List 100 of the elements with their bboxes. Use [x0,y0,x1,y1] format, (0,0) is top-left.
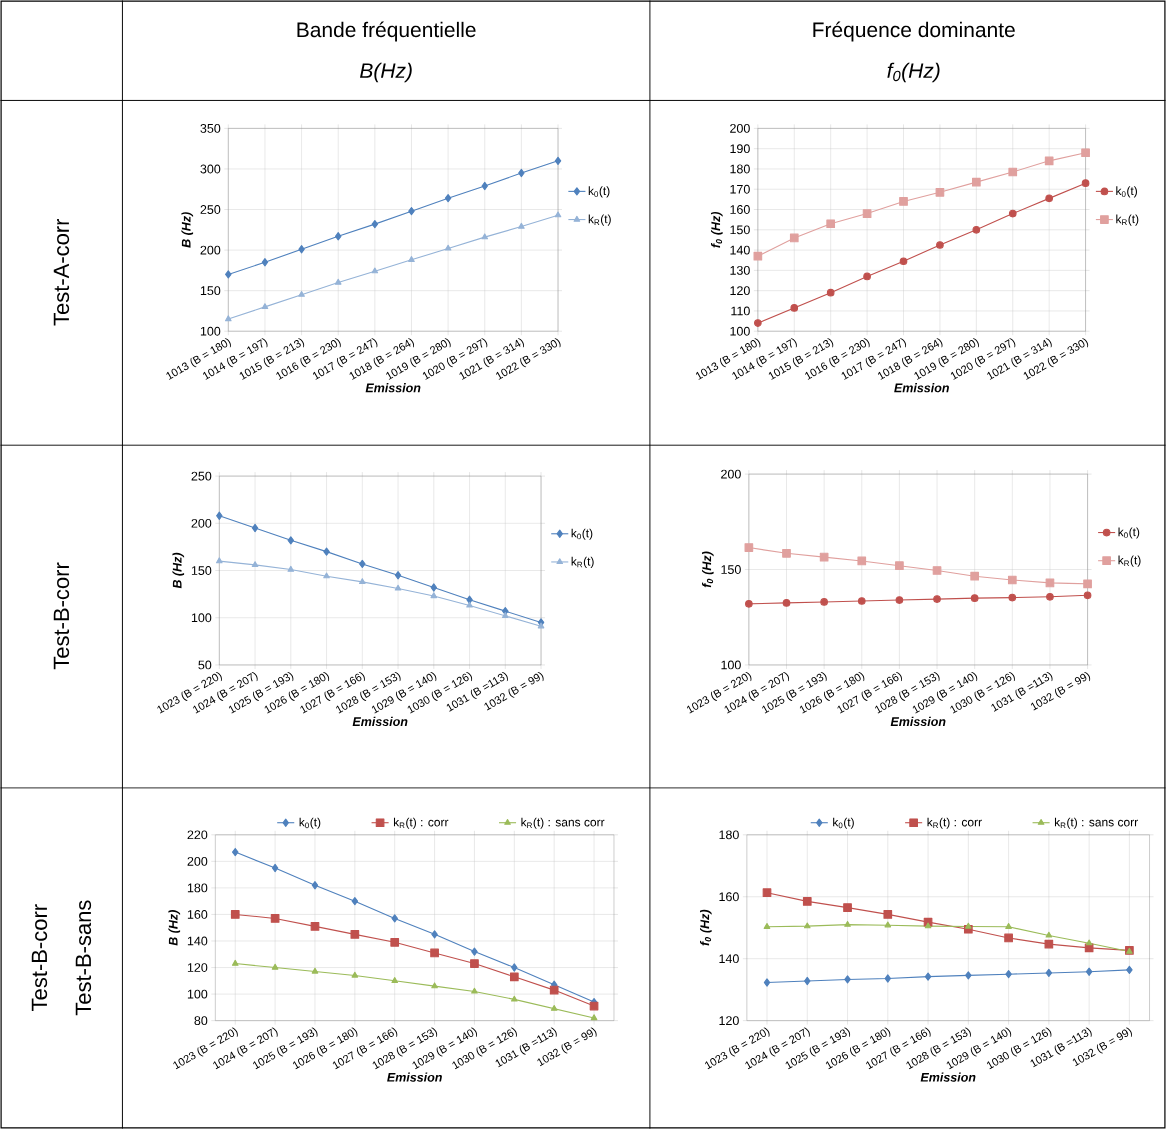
point [225,270,232,279]
point [311,881,319,890]
point [884,974,892,983]
point [298,245,305,254]
point [430,948,439,958]
point [216,511,223,520]
y-tick-label: 350 [200,123,221,133]
point [334,278,342,285]
point [590,1014,598,1021]
point [899,257,908,266]
point [232,847,239,857]
point [863,272,871,281]
y-tick-label: 200 [730,123,750,133]
text: Test-A-corr [53,218,70,326]
point [391,914,398,923]
point [251,523,259,533]
legend-label: k$_{R}$(t) [588,214,611,226]
point [804,976,811,986]
legend-label: k$_{R}$(t) : sans corr [521,817,605,829]
point [1126,965,1133,974]
point [444,244,452,251]
point [857,597,866,605]
x-axis-title: Emission [920,1072,976,1082]
point [1081,179,1090,187]
point [965,922,972,929]
legend-label: k$_{0}$(t) [571,528,593,540]
point [481,233,489,240]
legend-label: k$_{R}$(t) : corr [927,817,982,829]
point [820,598,828,606]
legend-label: k$_{0}$(t) [299,817,321,829]
point [1083,591,1092,600]
y-tick-label: 160 [187,910,208,919]
y-tick-label: 100 [187,989,208,999]
point [932,566,942,575]
point [511,995,518,1002]
point [287,536,295,545]
point [763,978,771,987]
point [298,290,305,297]
legend-label: k$_{R}$(t) : corr [393,817,449,829]
legend-label: k$_{0}$(t) [833,817,854,829]
point [509,972,519,982]
y-tick-label: 100 [200,326,221,336]
point [1085,939,1093,946]
chart-title: Fréquence dominante [813,21,1015,42]
point [1044,939,1054,949]
y-tick-label: 300 [200,164,221,174]
text: Test-B-corr [31,904,48,1011]
y-tick-label: 120 [730,286,750,296]
y-axis-title: f$_{0}$ (Hz) [701,551,714,588]
point [826,288,835,297]
y-tick-label: 180 [719,830,739,840]
point [899,197,908,206]
point [431,982,438,989]
point [470,959,479,968]
x-axis-title: Emission [352,716,408,727]
y-tick-label: 100 [191,613,212,623]
x-axis-title: Emission [894,383,949,393]
y-tick-label: 190 [730,144,750,154]
y-tick-label: 80 [194,1016,208,1026]
point [924,922,932,929]
point [230,910,240,919]
point [390,937,400,947]
point [466,595,473,604]
legend-label: k$_{0}$(t) [588,186,610,198]
point [518,168,525,178]
point [802,897,812,906]
point [895,596,904,604]
point [271,863,279,873]
y-tick-label: 220 [187,830,208,840]
y-tick-label: 250 [200,205,221,214]
point [744,543,754,552]
y-tick-label: 140 [187,936,208,946]
legend-label: k$_{0}$(t) [1116,186,1137,198]
point [351,971,359,978]
point [511,963,518,972]
legend-label: k$_{R}$(t) [1116,214,1139,226]
point [554,211,562,218]
point [933,595,941,603]
point [1084,943,1094,953]
point [763,923,771,929]
point [972,225,981,234]
point [391,977,399,983]
y-tick-label: 120 [719,1016,739,1026]
y-tick-label: 50 [198,660,212,670]
y-tick-label: 100 [730,326,750,336]
y-tick-label: 140 [719,954,739,964]
point [371,219,379,229]
point [351,897,359,906]
point [826,219,836,229]
y-axis-title: B (Hz) [181,212,194,248]
point [935,187,945,197]
point [371,267,379,274]
y-tick-label: 110 [731,306,750,316]
y-tick-label: 250 [191,471,212,481]
legend-label: k$_{R}$(t) : sans corr [1054,817,1138,829]
point [471,947,478,956]
point [408,256,415,262]
point [844,975,851,984]
point [936,241,944,249]
point [550,1004,558,1011]
